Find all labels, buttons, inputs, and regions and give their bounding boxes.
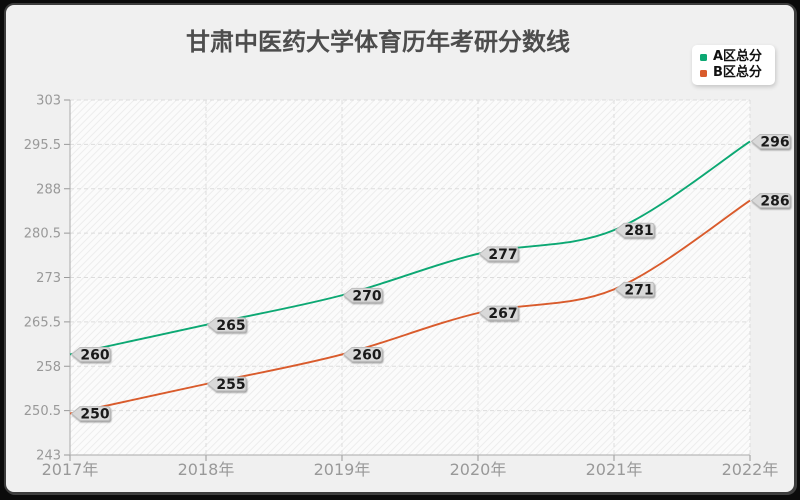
series-a-marker-icon: [700, 53, 707, 61]
x-axis-label: 2019年: [314, 460, 371, 479]
y-axis-label: 250.5: [24, 404, 61, 419]
point-label-tag: [750, 193, 791, 208]
y-axis-label: 295.5: [24, 138, 61, 153]
point-label-tag: [750, 134, 791, 149]
y-axis-label: 288: [36, 182, 61, 197]
point-label-tag: [614, 222, 655, 238]
y-axis-label: 258: [36, 360, 61, 375]
point-label-tag: [478, 305, 519, 321]
y-axis-label: 243: [36, 449, 61, 464]
point-label-value: 270: [352, 288, 381, 304]
point-label-value: 277: [488, 247, 517, 263]
legend: A区总分 B区总分: [692, 45, 775, 85]
x-axis-label: 2020年: [450, 460, 507, 479]
x-axis-label: 2017年: [42, 460, 99, 479]
point-label-value: 255: [216, 377, 245, 393]
y-axis-label: 265.5: [24, 315, 61, 330]
legend-item-series-a[interactable]: A区总分: [700, 49, 775, 65]
series-line-a[interactable]: [69, 140, 751, 356]
point-label-tag: [478, 246, 519, 262]
point-label-value: 281: [624, 223, 653, 239]
point-label-tag: [342, 287, 383, 303]
point-label-value: 260: [80, 347, 109, 363]
x-axis-label: 2021年: [586, 460, 643, 479]
point-label-value: 265: [216, 318, 245, 334]
legend-item-series-b[interactable]: B区总分: [700, 65, 775, 81]
point-label-tag: [342, 347, 383, 362]
point-label-value: 286: [760, 194, 789, 210]
point-label-tag: [206, 376, 247, 392]
legend-label-series-a: A区总分: [713, 49, 763, 64]
point-label-value: 271: [624, 282, 653, 298]
point-label-tag: [70, 347, 111, 362]
point-label-value: 260: [352, 347, 381, 363]
legend-label-series-b: B区总分: [713, 65, 762, 80]
x-axis-label: 2022年: [722, 460, 779, 479]
point-label-tag: [206, 317, 247, 333]
y-axis-label: 273: [36, 271, 61, 286]
point-label-value: 296: [760, 134, 789, 150]
point-label-value: 250: [80, 407, 109, 423]
y-axis-label: 280.5: [24, 227, 61, 242]
series-line-b[interactable]: [69, 199, 751, 415]
series-b-marker-icon: [700, 69, 707, 77]
point-label-tag: [70, 406, 111, 421]
x-axis-label: 2018年: [178, 460, 235, 479]
chart-title: 甘肃中医药大学体育历年考研分数线: [186, 28, 570, 56]
y-axis-label: 303: [36, 94, 61, 109]
point-label-value: 267: [488, 306, 517, 322]
point-label-tag: [614, 281, 655, 297]
